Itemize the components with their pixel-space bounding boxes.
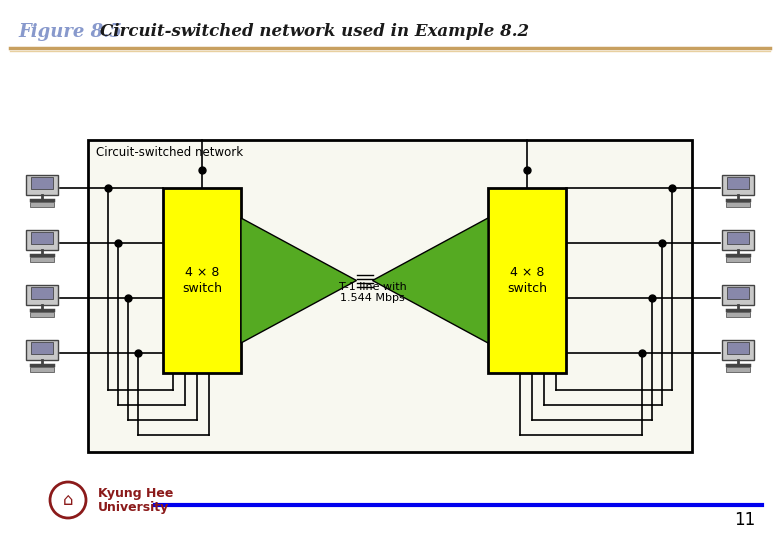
Text: Figure 8.5: Figure 8.5 [18,23,122,41]
Bar [722,230,754,249]
Bar [30,256,54,261]
Text: 4 × 8
switch: 4 × 8 switch [507,267,547,294]
Bar [26,230,58,249]
Bar [727,177,750,189]
Bar [726,256,750,261]
Text: 4 × 8
switch: 4 × 8 switch [182,267,222,294]
Bar [30,177,53,189]
Bar [88,140,692,452]
Bar [30,367,54,372]
Text: 11: 11 [734,511,755,529]
Bar [727,232,750,244]
Bar [30,201,54,207]
Bar [488,188,566,373]
Text: University: University [98,502,169,515]
Bar [163,188,241,373]
Polygon shape [373,218,488,343]
Bar [726,201,750,207]
Bar [30,312,54,316]
Text: Circuit-switched network used in Example 8.2: Circuit-switched network used in Example… [100,24,529,40]
Bar [726,367,750,372]
Bar [30,342,53,354]
Bar [722,285,754,305]
Bar [727,342,750,354]
Polygon shape [241,218,356,343]
Text: ⌂: ⌂ [62,491,73,509]
Text: T-1 line with
1.544 Mbps: T-1 line with 1.544 Mbps [339,282,406,303]
Bar [726,312,750,316]
Bar [30,232,53,244]
Bar [727,287,750,299]
Bar [30,287,53,299]
Bar [26,340,58,360]
Bar [26,175,58,194]
Bar [26,285,58,305]
Text: Circuit-switched network: Circuit-switched network [96,145,243,159]
Bar [722,340,754,360]
Text: Kyung Hee: Kyung Hee [98,488,173,501]
Bar [722,175,754,194]
